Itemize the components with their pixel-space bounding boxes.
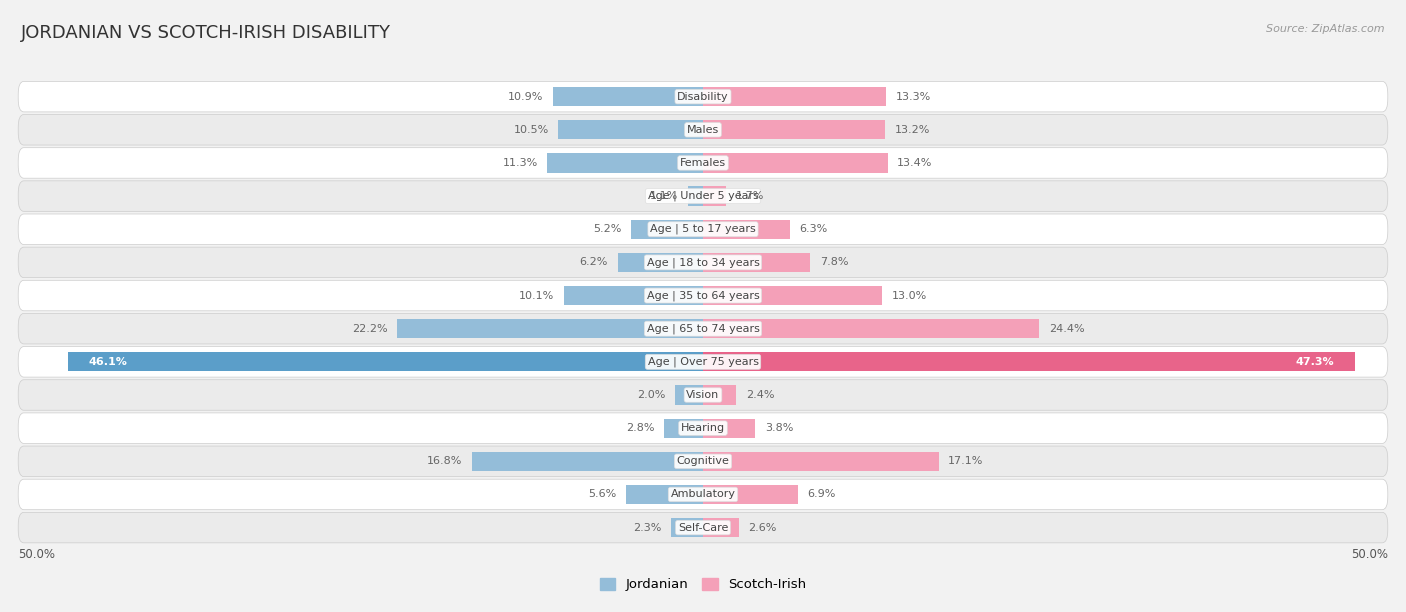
Bar	[67, 353, 703, 371]
Bar	[553, 87, 703, 106]
Text: Cognitive: Cognitive	[676, 457, 730, 466]
Text: 6.9%: 6.9%	[807, 490, 837, 499]
Text: Age | 65 to 74 years: Age | 65 to 74 years	[647, 324, 759, 334]
Bar	[703, 485, 799, 504]
FancyBboxPatch shape	[18, 81, 1388, 112]
Text: Self-Care: Self-Care	[678, 523, 728, 532]
Text: 46.1%: 46.1%	[89, 357, 128, 367]
Text: 47.3%: 47.3%	[1295, 357, 1334, 367]
Text: 2.4%: 2.4%	[745, 390, 775, 400]
Bar	[703, 419, 755, 438]
Bar	[703, 518, 738, 537]
Text: 24.4%: 24.4%	[1049, 324, 1084, 334]
FancyBboxPatch shape	[18, 280, 1388, 311]
Bar	[703, 87, 886, 106]
Text: Vision: Vision	[686, 390, 720, 400]
Bar	[703, 353, 1355, 371]
Bar	[703, 386, 737, 405]
FancyBboxPatch shape	[18, 512, 1388, 543]
Legend: Jordanian, Scotch-Irish: Jordanian, Scotch-Irish	[595, 573, 811, 597]
Text: Age | 18 to 34 years: Age | 18 to 34 years	[647, 257, 759, 267]
Text: 1.7%: 1.7%	[737, 191, 765, 201]
Text: Males: Males	[688, 125, 718, 135]
Text: 2.0%: 2.0%	[637, 390, 666, 400]
Text: 7.8%: 7.8%	[820, 258, 849, 267]
Text: Age | 35 to 64 years: Age | 35 to 64 years	[647, 290, 759, 300]
FancyBboxPatch shape	[18, 446, 1388, 477]
Bar	[617, 253, 703, 272]
Bar	[396, 319, 703, 338]
Text: 13.2%: 13.2%	[894, 125, 929, 135]
Text: 6.2%: 6.2%	[579, 258, 607, 267]
Bar	[703, 187, 727, 206]
FancyBboxPatch shape	[18, 379, 1388, 410]
Text: 3.8%: 3.8%	[765, 423, 793, 433]
Bar	[631, 220, 703, 239]
Text: Hearing: Hearing	[681, 423, 725, 433]
Text: 16.8%: 16.8%	[426, 457, 461, 466]
FancyBboxPatch shape	[18, 181, 1388, 211]
FancyBboxPatch shape	[18, 147, 1388, 178]
FancyBboxPatch shape	[18, 479, 1388, 510]
Bar	[547, 154, 703, 173]
Bar	[703, 452, 939, 471]
Text: 13.0%: 13.0%	[891, 291, 927, 300]
Text: 22.2%: 22.2%	[352, 324, 388, 334]
Text: 50.0%: 50.0%	[1351, 548, 1388, 561]
Text: Source: ZipAtlas.com: Source: ZipAtlas.com	[1267, 24, 1385, 34]
Text: Age | Over 75 years: Age | Over 75 years	[648, 357, 758, 367]
Bar	[471, 452, 703, 471]
Text: Age | Under 5 years: Age | Under 5 years	[648, 191, 758, 201]
Text: 50.0%: 50.0%	[18, 548, 55, 561]
Text: 10.1%: 10.1%	[519, 291, 554, 300]
Bar	[703, 220, 790, 239]
Text: Age | 5 to 17 years: Age | 5 to 17 years	[650, 224, 756, 234]
Text: 17.1%: 17.1%	[948, 457, 984, 466]
Text: 5.2%: 5.2%	[593, 224, 621, 234]
Bar	[675, 386, 703, 405]
Text: 2.6%: 2.6%	[748, 523, 778, 532]
Bar	[703, 253, 810, 272]
FancyBboxPatch shape	[18, 346, 1388, 377]
Bar	[626, 485, 703, 504]
Bar	[688, 187, 703, 206]
FancyBboxPatch shape	[18, 214, 1388, 245]
Text: 11.3%: 11.3%	[502, 158, 537, 168]
Bar	[703, 286, 882, 305]
Text: 5.6%: 5.6%	[588, 490, 616, 499]
Text: 13.4%: 13.4%	[897, 158, 932, 168]
FancyBboxPatch shape	[18, 114, 1388, 145]
Bar	[703, 120, 884, 140]
Text: Females: Females	[681, 158, 725, 168]
FancyBboxPatch shape	[18, 313, 1388, 344]
Text: 13.3%: 13.3%	[896, 92, 931, 102]
FancyBboxPatch shape	[18, 247, 1388, 278]
Bar	[703, 154, 887, 173]
Text: 1.1%: 1.1%	[650, 191, 678, 201]
Text: 6.3%: 6.3%	[800, 224, 828, 234]
Text: 2.3%: 2.3%	[633, 523, 662, 532]
Bar	[558, 120, 703, 140]
Text: Ambulatory: Ambulatory	[671, 490, 735, 499]
Text: JORDANIAN VS SCOTCH-IRISH DISABILITY: JORDANIAN VS SCOTCH-IRISH DISABILITY	[21, 24, 391, 42]
Text: 10.9%: 10.9%	[508, 92, 543, 102]
Bar	[564, 286, 703, 305]
Text: 2.8%: 2.8%	[626, 423, 655, 433]
Bar	[671, 518, 703, 537]
Bar	[665, 419, 703, 438]
FancyBboxPatch shape	[18, 413, 1388, 443]
Bar	[703, 319, 1039, 338]
Text: 10.5%: 10.5%	[513, 125, 548, 135]
Text: Disability: Disability	[678, 92, 728, 102]
